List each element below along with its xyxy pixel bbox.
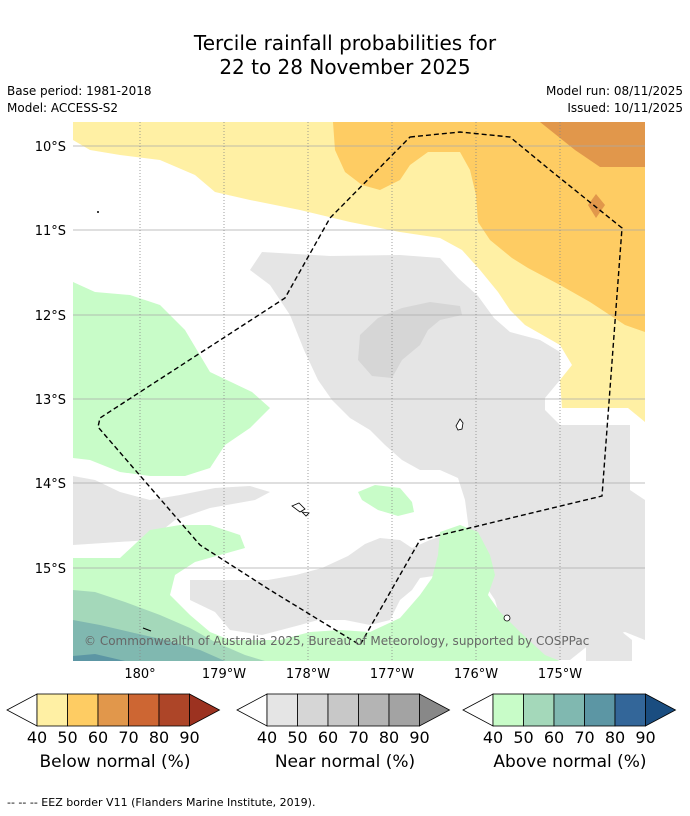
near-normal-label: Near normal (%): [274, 752, 416, 772]
islands: [97, 211, 511, 632]
below-normal-label: Below normal (%): [39, 752, 191, 772]
near-normal-40-right-corner: [586, 632, 632, 661]
near-normal-colorbar-segment: [266, 693, 298, 727]
below-normal-colorbar-segment: [128, 693, 160, 727]
above-normal-colorbar-segment: [584, 693, 616, 727]
below-normal-colorbar-tick: 50: [57, 728, 77, 747]
island: [300, 511, 310, 517]
below-normal-colorbar-low-arrow: [6, 693, 38, 727]
lat-label: 10°S: [35, 140, 66, 155]
lat-label: 13°S: [35, 393, 66, 408]
island: [97, 211, 99, 213]
lat-label: 14°S: [35, 477, 66, 492]
title-line-2: 22 to 28 November 2025: [219, 55, 471, 79]
lat-label: 11°S: [35, 224, 66, 239]
above-normal-colorbar-segment: [492, 693, 524, 727]
below-normal-60-spot: [588, 194, 605, 218]
island: [455, 418, 464, 431]
near-normal-colorbar-segment: [297, 693, 329, 727]
above-normal-colorbar-segment: [523, 693, 555, 727]
above-normal-colorbar-high-arrow: [645, 693, 677, 727]
issued-text: Issued: 10/11/2025: [567, 101, 683, 115]
lat-labels: 10°S 11°S 12°S 13°S 14°S 15°S: [35, 140, 66, 577]
below-normal-colorbar-tick: 80: [149, 728, 169, 747]
below-normal-colorbar-tick: 60: [88, 728, 108, 747]
island: [291, 502, 306, 513]
attribution-text: © Commonwealth of Australia 2025, Bureau…: [84, 634, 589, 648]
lon-label: 178°W: [286, 667, 330, 682]
above-normal-colorbar-tick: 70: [574, 728, 594, 747]
lat-label: 15°S: [35, 562, 66, 577]
island: [142, 627, 152, 632]
near-normal-colorbar-tick: 50: [287, 728, 307, 747]
lon-label: 179°W: [202, 667, 246, 682]
below-normal-60-region: [540, 122, 645, 167]
title-line-1: Tercile rainfall probabilities for: [193, 31, 497, 55]
rainfall-map: © Commonwealth of Australia 2025, Bureau…: [6, 122, 677, 747]
near-normal-colorbar-segment: [358, 693, 390, 727]
above-normal-40-mid: [358, 485, 414, 516]
above-normal-colorbar-tick: 50: [513, 728, 533, 747]
island: [503, 614, 511, 622]
base-period-text: Base period: 1981-2018: [7, 84, 152, 98]
below-normal-colorbar-segment: [158, 693, 190, 727]
above-normal-colorbar-segment: [614, 693, 646, 727]
above-normal-40-left: [73, 282, 270, 476]
near-normal-colorbar-tick: 80: [379, 728, 399, 747]
colorbars: 40 50 60 70 80 90 40 50 60 70 80 90 40 50 60 70 80 90: [6, 693, 677, 747]
lon-label: 177°W: [370, 667, 414, 682]
lat-label: 12°S: [35, 309, 66, 324]
model-run-text: Model run: 08/11/2025: [545, 84, 683, 98]
below-normal-colorbar-segment: [67, 693, 99, 727]
above-normal-colorbar-low-arrow: [462, 693, 494, 727]
above-normal-60-region: [73, 620, 225, 661]
lon-labels: 180° 179°W 178°W 177°W 176°W 175°W: [124, 667, 582, 682]
near-normal-50-region: [358, 302, 462, 378]
eez-border: [97, 131, 623, 646]
near-normal-40-left: [73, 476, 270, 545]
meta-right: Model run: 08/11/2025 Issued: 10/11/2025: [546, 83, 683, 117]
near-normal-colorbar-segment: [327, 693, 359, 727]
above-normal-colorbar-tick: 80: [605, 728, 625, 747]
map-title: Tercile rainfall probabilities for 22 to…: [0, 31, 690, 79]
gridlines: [73, 122, 645, 661]
below-normal-colorbar-segment: [97, 693, 129, 727]
lon-label: 175°W: [538, 667, 582, 682]
below-normal-colorbar-tick: 70: [118, 728, 138, 747]
below-normal-colorbar-tick: 90: [179, 728, 199, 747]
below-normal-colorbar-tick: 40: [27, 728, 47, 747]
above-normal-colorbar-tick: 60: [544, 728, 564, 747]
lon-label: 180°: [124, 667, 155, 682]
near-normal-40-region: [190, 252, 645, 660]
near-normal-colorbar-high-arrow: [419, 693, 451, 727]
above-normal-colorbar-segment: [553, 693, 585, 727]
below-normal-colorbar-segment: [36, 693, 68, 727]
lon-label: 176°W: [454, 667, 498, 682]
eez-footnote: -- -- -- EEZ border V11 (Flanders Marine…: [7, 796, 316, 809]
near-normal-colorbar-tick: 40: [257, 728, 277, 747]
model-text: Model: ACCESS-S2: [7, 101, 119, 115]
meta-left: Base period: 1981-2018 Model: ACCESS-S2: [7, 83, 152, 117]
above-normal-colorbar-tick: 40: [483, 728, 503, 747]
above-normal-label: Above normal (%): [493, 752, 647, 772]
near-normal-colorbar-tick: 90: [409, 728, 429, 747]
below-normal-50-region: [333, 122, 645, 332]
near-normal-colorbar-low-arrow: [236, 693, 268, 727]
near-normal-colorbar-segment: [388, 693, 420, 727]
above-normal-40-bottom: [73, 525, 560, 661]
near-normal-colorbar-tick: 60: [318, 728, 338, 747]
above-normal-colorbar-tick: 90: [635, 728, 655, 747]
near-normal-colorbar-tick: 70: [348, 728, 368, 747]
above-normal-70-region: [73, 654, 125, 661]
below-normal-colorbar-high-arrow: [189, 693, 221, 727]
